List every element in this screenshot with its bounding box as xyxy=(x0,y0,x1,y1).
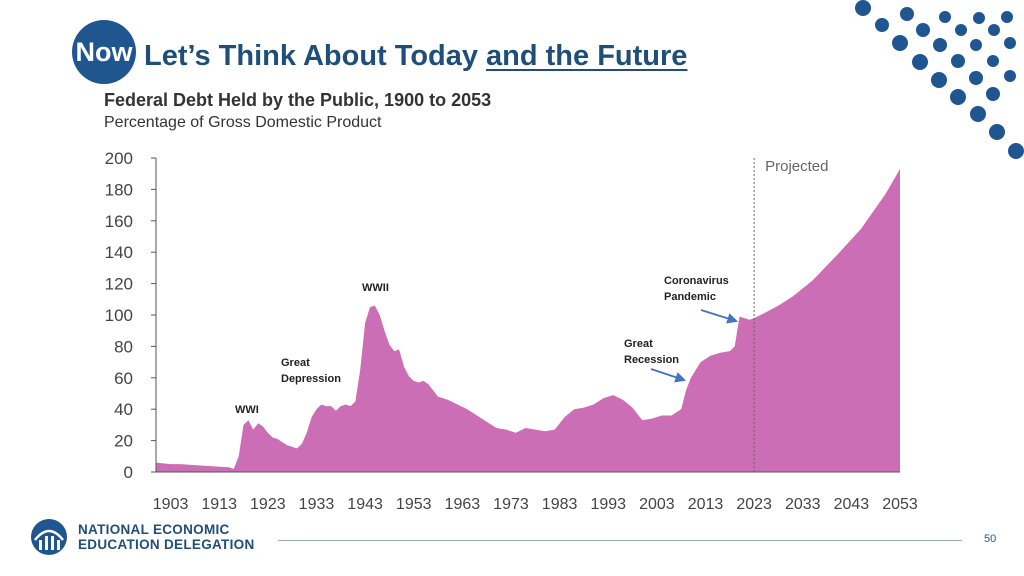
arrow-coronavirus xyxy=(700,309,739,324)
x-tick-label: 2003 xyxy=(639,496,675,513)
y-tick-label: 40 xyxy=(114,400,133,419)
slide-title: Now Let’s Think About Today and the Futu… xyxy=(72,20,688,84)
x-tick-label: 2023 xyxy=(736,496,772,513)
footer-divider xyxy=(278,540,962,541)
annotation-great-depression: Depression xyxy=(281,373,341,385)
x-tick-label: 1963 xyxy=(445,496,481,513)
y-tick-label: 200 xyxy=(105,149,133,168)
x-tick-label: 2053 xyxy=(882,496,918,513)
x-tick-label: 1943 xyxy=(347,496,383,513)
x-tick-label: 1973 xyxy=(493,496,529,513)
annotation-coronavirus-pandemic: Pandemic xyxy=(664,291,716,303)
y-tick-label: 80 xyxy=(114,337,133,356)
logo-line2: EDUCATION DELEGATION xyxy=(78,537,255,552)
y-tick-label: 20 xyxy=(114,432,133,451)
title-part2: and the Future xyxy=(486,39,688,72)
annotation-wwii: WWII xyxy=(362,282,389,294)
annotation-great-recession: Great xyxy=(624,338,653,350)
x-tick-label: 1913 xyxy=(201,496,237,513)
y-tick-label: 120 xyxy=(105,275,133,294)
page-number: 50 xyxy=(984,533,997,545)
title-part1: Let’s Think About Today xyxy=(144,39,479,72)
x-tick-label: 1953 xyxy=(396,496,432,513)
y-tick-label: 100 xyxy=(105,306,133,325)
y-tick-label: 60 xyxy=(114,369,133,388)
projection-label: Projected xyxy=(765,158,828,175)
annotation-coronavirus-pandemic: Coronavirus xyxy=(664,275,729,287)
y-tick-label: 160 xyxy=(105,212,133,231)
annotation-great-depression: Great xyxy=(281,357,310,369)
x-tick-label: 1993 xyxy=(590,496,626,513)
y-tick-label: 180 xyxy=(105,180,133,199)
x-tick-label: 2033 xyxy=(785,496,821,513)
logo-emblem-icon xyxy=(31,519,67,555)
chart-title: Federal Debt Held by the Public, 1900 to… xyxy=(104,90,492,110)
y-tick-label: 0 xyxy=(124,463,133,482)
now-badge: Now xyxy=(72,20,136,84)
x-tick-label: 2013 xyxy=(688,496,724,513)
x-tick-label: 2043 xyxy=(834,496,870,513)
x-tick-label: 1933 xyxy=(299,496,335,513)
x-tick-label: 1903 xyxy=(153,496,189,513)
annotation-wwi: WWI xyxy=(235,404,259,416)
x-tick-label: 1923 xyxy=(250,496,286,513)
y-tick-label: 140 xyxy=(105,243,133,262)
chart-subtitle: Percentage of Gross Domestic Product xyxy=(104,114,382,131)
debt-area xyxy=(156,169,900,472)
x-tick-label: 1983 xyxy=(542,496,578,513)
decorative-dots xyxy=(855,0,1024,159)
arrow-great-recession xyxy=(650,368,687,383)
nationally-logo: NATIONAL ECONOMIC EDUCATION DELEGATION xyxy=(30,518,255,556)
logo-line1: NATIONAL ECONOMIC xyxy=(78,522,230,537)
annotation-great-recession: Recession xyxy=(624,354,679,366)
